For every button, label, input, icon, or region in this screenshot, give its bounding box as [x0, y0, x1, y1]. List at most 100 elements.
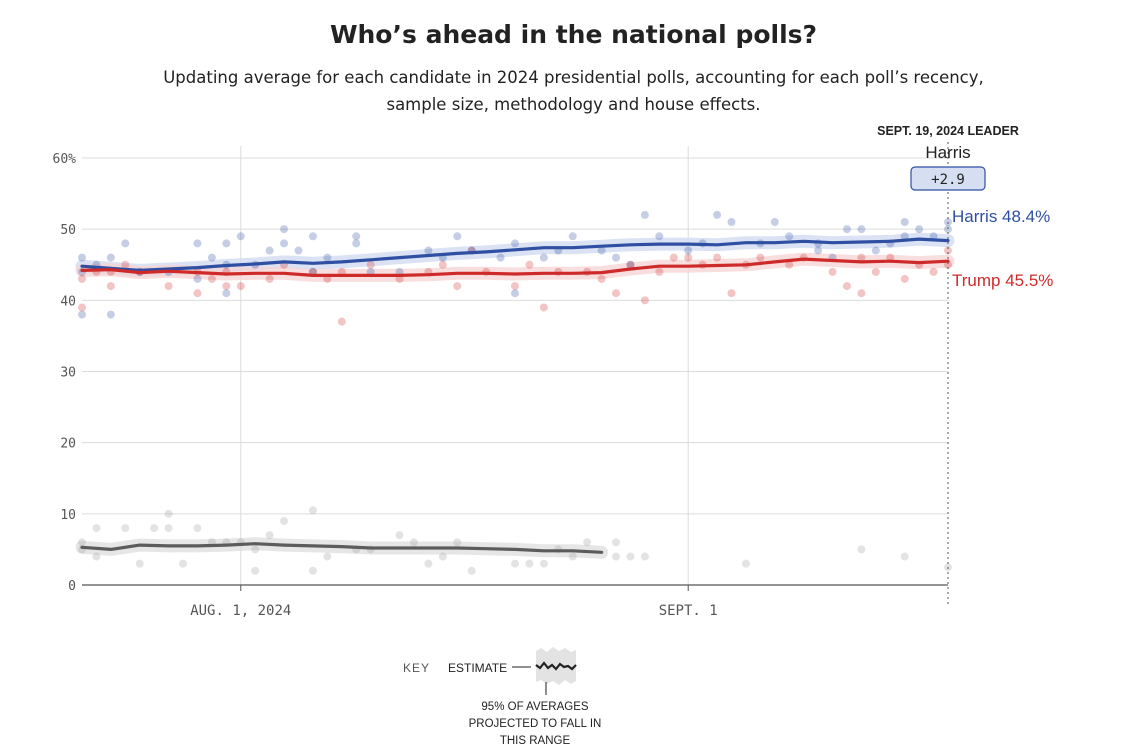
key-range-swatch — [536, 647, 576, 685]
y-tick-label: 0 — [68, 579, 76, 594]
harris-poll-dot — [352, 239, 361, 248]
other-poll-dot — [251, 545, 260, 554]
trump-poll-dot — [222, 282, 231, 291]
other-poll-dot — [251, 566, 260, 575]
trump-average-line — [80, 257, 950, 277]
harris-poll-dot — [727, 218, 736, 227]
other-poll-dot — [308, 506, 317, 515]
trump-poll-dot — [713, 253, 722, 262]
trump-end-label: Trump 45.5% — [952, 271, 1053, 290]
harris-poll-dot — [871, 246, 880, 255]
harris-poll-dot — [78, 310, 86, 319]
other-poll-dot — [409, 538, 418, 547]
harris-poll-dot — [222, 239, 231, 248]
y-tick-label: 50 — [60, 223, 76, 238]
harris-poll-dot — [626, 260, 635, 269]
harris-poll-dot — [121, 239, 130, 248]
other-poll-dot — [308, 566, 317, 575]
trump-poll-dot — [236, 282, 245, 291]
harris-poll-dot — [265, 246, 274, 255]
other-poll-dot — [467, 566, 476, 575]
other-poll-dot — [626, 552, 635, 561]
harris-poll-dot — [236, 232, 245, 241]
trump-poll-dot — [539, 303, 548, 312]
other-poll-dot — [857, 545, 866, 554]
x-tick-label: SEPT. 1 — [659, 603, 718, 619]
trump-poll-dot — [612, 289, 621, 298]
harris-average-line — [80, 237, 950, 272]
other-poll-dot — [438, 552, 447, 561]
key-estimate-label: ESTIMATE — [448, 661, 507, 675]
harris-poll-dot — [857, 225, 866, 234]
harris-poll-dot — [78, 253, 86, 262]
chart-subtitle: Updating average for each candidate in 2… — [163, 68, 984, 114]
harris-poll-dot — [713, 210, 722, 219]
other-poll-dot — [511, 559, 519, 568]
y-tick-label: 20 — [60, 437, 76, 452]
trump-poll-dot — [597, 274, 606, 283]
other-poll-dot — [424, 559, 433, 568]
chart-title: Who’s ahead in the national polls? — [329, 20, 818, 49]
trump-poll-dot — [944, 246, 952, 255]
harris-poll-dot — [568, 232, 577, 241]
key-label: KEY — [403, 661, 430, 675]
other-poll-dot — [92, 552, 101, 561]
trump-poll-dot — [871, 267, 880, 276]
key-range-note-2: PROJECTED TO FALL IN — [469, 718, 602, 730]
harris-poll-dot — [193, 274, 202, 283]
harris-poll-dot — [280, 225, 289, 234]
y-tick-label: 60% — [53, 152, 77, 167]
harris-poll-dot — [612, 253, 621, 262]
harris-poll-dot — [511, 289, 519, 298]
harris-poll-dot — [496, 253, 505, 262]
harris-poll-dot — [944, 225, 952, 234]
key-estimate-swatch — [535, 661, 577, 671]
y-tick-label: 10 — [60, 508, 76, 523]
trump-poll-dot — [785, 260, 794, 269]
harris-poll-dot — [294, 246, 303, 255]
other-poll-dot — [193, 524, 202, 533]
other-poll-dot — [78, 538, 86, 547]
other-average-line — [80, 542, 604, 554]
other-poll-dot — [640, 552, 649, 561]
trump-poll-dot — [929, 267, 938, 276]
key-range-note-3: THIS RANGE — [500, 735, 571, 747]
harris-poll-dot — [597, 246, 606, 255]
trump-poll-dot — [727, 289, 736, 298]
key-range-note-1: 95% OF AVERAGES — [481, 701, 588, 713]
other-poll-dot — [539, 559, 548, 568]
harris-poll-dot — [785, 232, 794, 241]
trump-poll-dot — [525, 260, 534, 269]
trump-poll-dot — [366, 260, 375, 269]
trump-poll-dot — [886, 253, 895, 262]
harris-end-label: Harris 48.4% — [952, 207, 1050, 226]
trump-poll-dot — [756, 253, 765, 262]
harris-poll-dot — [222, 289, 231, 298]
harris-poll-dot — [323, 253, 332, 262]
x-tick-label: AUG. 1, 2024 — [190, 603, 291, 619]
harris-poll-dot — [193, 239, 202, 248]
leader-name: Harris — [925, 143, 970, 162]
other-poll-dot — [323, 552, 332, 561]
other-poll-dot — [92, 524, 101, 533]
leader-margin-badge — [910, 166, 986, 191]
trump-poll-dot — [337, 317, 346, 326]
trump-poll-dot — [626, 260, 635, 269]
trump-poll-dot — [207, 274, 216, 283]
trump-poll-dot — [78, 274, 86, 283]
harris-poll-dot — [900, 218, 909, 227]
trump-poll-dot — [828, 267, 837, 276]
trump-poll-dot — [121, 260, 130, 269]
average-lines: Harris 48.4% Trump 45.5% — [80, 207, 1053, 554]
other-poll-dot — [150, 524, 159, 533]
other-poll-dot — [900, 552, 909, 561]
harris-poll-dot — [106, 310, 115, 319]
trump-poll-dot — [265, 274, 274, 283]
harris-poll-dot — [207, 253, 216, 262]
other-poll-dot — [265, 531, 274, 540]
harris-poll-dot — [842, 225, 851, 234]
other-poll-dot — [164, 509, 173, 518]
harris-poll-dot — [106, 253, 115, 262]
axes-layer: 0 10 20 30 40 50 60% AUG. 1, 2024 SEPT. 1 — [53, 142, 949, 619]
trump-poll-dot — [640, 296, 649, 305]
